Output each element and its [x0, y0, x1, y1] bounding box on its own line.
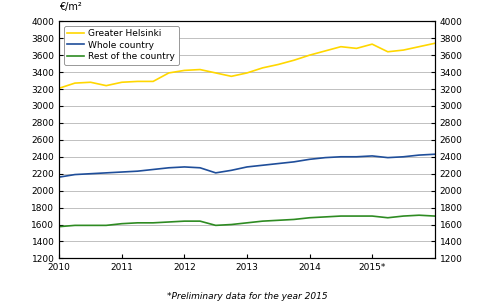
Text: *Preliminary data for the year 2015: *Preliminary data for the year 2015 — [166, 292, 328, 301]
Whole country — [166, 166, 172, 170]
Whole country — [134, 169, 140, 173]
Rest of the country — [416, 213, 422, 217]
Greater Helsinki — [134, 80, 140, 83]
Rest of the country — [181, 219, 187, 223]
Greater Helsinki — [416, 45, 422, 49]
Rest of the country — [291, 218, 297, 221]
Whole country — [432, 152, 438, 156]
Greater Helsinki — [119, 81, 125, 84]
Whole country — [385, 156, 391, 159]
Rest of the country — [134, 221, 140, 225]
Greater Helsinki — [72, 81, 78, 85]
Greater Helsinki — [244, 71, 250, 75]
Rest of the country — [228, 223, 234, 226]
Greater Helsinki — [56, 86, 62, 90]
Whole country — [197, 166, 203, 170]
Rest of the country — [338, 214, 344, 218]
Rest of the country — [119, 222, 125, 226]
Greater Helsinki — [307, 53, 313, 57]
Rest of the country — [369, 214, 375, 218]
Whole country — [275, 162, 281, 165]
Rest of the country — [432, 214, 438, 218]
Whole country — [291, 160, 297, 164]
Rest of the country — [150, 221, 156, 225]
Greater Helsinki — [338, 45, 344, 49]
Rest of the country — [103, 223, 109, 227]
Rest of the country — [307, 216, 313, 219]
Rest of the country — [401, 214, 407, 218]
Line: Greater Helsinki: Greater Helsinki — [59, 43, 435, 88]
Rest of the country — [244, 221, 250, 225]
Whole country — [260, 164, 266, 167]
Whole country — [213, 171, 219, 175]
Rest of the country — [354, 214, 360, 218]
Whole country — [56, 175, 62, 179]
Greater Helsinki — [87, 81, 93, 84]
Whole country — [244, 165, 250, 169]
Whole country — [72, 173, 78, 176]
Rest of the country — [56, 225, 62, 229]
Rest of the country — [385, 216, 391, 219]
Whole country — [181, 165, 187, 169]
Rest of the country — [213, 223, 219, 227]
Whole country — [369, 154, 375, 158]
Whole country — [354, 155, 360, 159]
Greater Helsinki — [260, 66, 266, 70]
Greater Helsinki — [150, 80, 156, 83]
Whole country — [150, 168, 156, 171]
Greater Helsinki — [275, 63, 281, 66]
Rest of the country — [322, 215, 328, 219]
Greater Helsinki — [354, 47, 360, 50]
Greater Helsinki — [213, 71, 219, 75]
Rest of the country — [87, 223, 93, 227]
Greater Helsinki — [322, 49, 328, 53]
Greater Helsinki — [401, 48, 407, 52]
Whole country — [119, 170, 125, 174]
Rest of the country — [72, 223, 78, 227]
Greater Helsinki — [291, 58, 297, 62]
Line: Rest of the country: Rest of the country — [59, 215, 435, 227]
Greater Helsinki — [197, 68, 203, 71]
Whole country — [228, 168, 234, 172]
Text: €/m²: €/m² — [59, 2, 82, 12]
Legend: Greater Helsinki, Whole country, Rest of the country: Greater Helsinki, Whole country, Rest of… — [64, 26, 179, 64]
Whole country — [401, 155, 407, 159]
Whole country — [103, 171, 109, 175]
Greater Helsinki — [181, 69, 187, 72]
Greater Helsinki — [166, 71, 172, 75]
Whole country — [307, 157, 313, 161]
Greater Helsinki — [385, 50, 391, 54]
Greater Helsinki — [228, 74, 234, 78]
Whole country — [416, 153, 422, 157]
Whole country — [322, 156, 328, 159]
Whole country — [338, 155, 344, 159]
Greater Helsinki — [432, 41, 438, 45]
Rest of the country — [166, 220, 172, 224]
Line: Whole country: Whole country — [59, 154, 435, 177]
Whole country — [87, 172, 93, 175]
Rest of the country — [197, 219, 203, 223]
Greater Helsinki — [369, 42, 375, 46]
Rest of the country — [275, 219, 281, 222]
Greater Helsinki — [103, 84, 109, 88]
Rest of the country — [260, 219, 266, 223]
